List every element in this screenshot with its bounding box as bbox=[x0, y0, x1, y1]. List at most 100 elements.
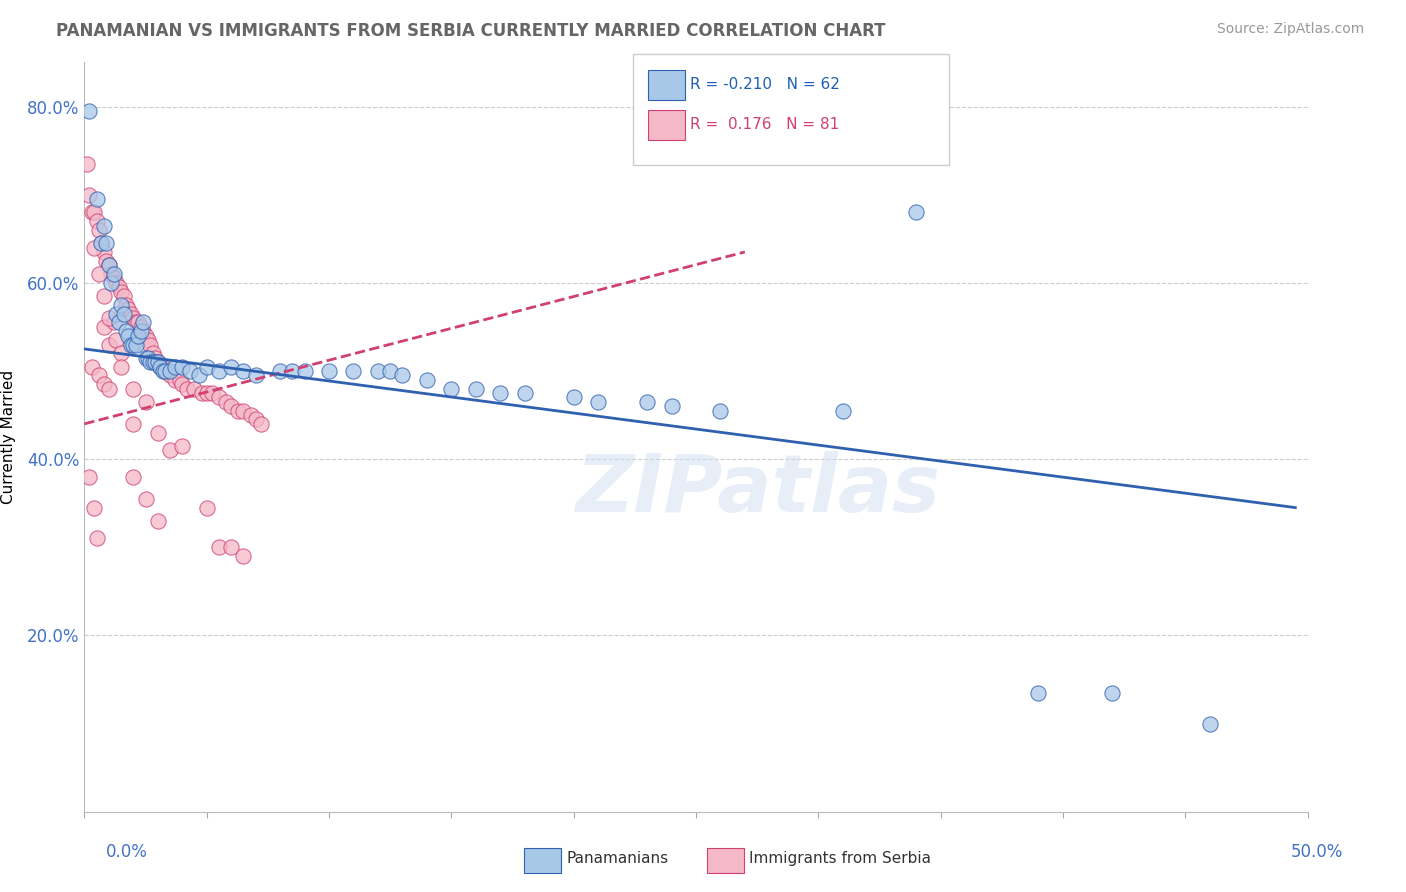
Point bbox=[318, 364, 340, 378]
Point bbox=[127, 316, 149, 330]
Point bbox=[191, 386, 214, 401]
Point bbox=[219, 359, 242, 374]
Point bbox=[146, 355, 169, 369]
Point bbox=[440, 382, 463, 396]
Point bbox=[97, 382, 120, 396]
Point bbox=[120, 337, 142, 351]
Point bbox=[125, 316, 148, 330]
Point bbox=[83, 241, 105, 255]
Point bbox=[232, 403, 254, 417]
Point bbox=[77, 469, 100, 483]
Point bbox=[83, 500, 105, 515]
Text: PANAMANIAN VS IMMIGRANTS FROM SERBIA CURRENTLY MARRIED CORRELATION CHART: PANAMANIAN VS IMMIGRANTS FROM SERBIA CUR… bbox=[56, 22, 886, 40]
Point bbox=[93, 219, 115, 233]
Point bbox=[80, 359, 103, 374]
Point bbox=[172, 359, 194, 374]
Point bbox=[86, 192, 108, 206]
Point bbox=[232, 549, 254, 563]
Point bbox=[143, 355, 166, 369]
Point bbox=[153, 364, 176, 378]
Point bbox=[135, 351, 157, 365]
Point bbox=[136, 333, 159, 347]
Point bbox=[562, 391, 585, 405]
Point bbox=[1028, 686, 1050, 700]
Point bbox=[132, 324, 155, 338]
Point bbox=[146, 355, 169, 369]
Text: R =  0.176   N = 81: R = 0.176 N = 81 bbox=[690, 118, 839, 132]
Point bbox=[195, 386, 218, 401]
Point bbox=[103, 316, 125, 330]
Point bbox=[97, 258, 120, 272]
Point bbox=[232, 364, 254, 378]
Point bbox=[172, 377, 194, 392]
Point bbox=[219, 541, 242, 555]
Point bbox=[208, 391, 231, 405]
Y-axis label: Currently Married: Currently Married bbox=[1, 370, 15, 504]
Point bbox=[132, 316, 155, 330]
Point bbox=[100, 276, 122, 290]
Point bbox=[112, 289, 135, 303]
Point bbox=[125, 337, 148, 351]
Point bbox=[90, 236, 112, 251]
Point bbox=[127, 328, 149, 343]
Point bbox=[139, 355, 162, 369]
Text: 0.0%: 0.0% bbox=[105, 843, 148, 861]
Point bbox=[146, 514, 169, 528]
Point bbox=[169, 373, 191, 387]
Point bbox=[93, 244, 115, 259]
Point bbox=[416, 373, 439, 387]
Point bbox=[97, 311, 120, 326]
Text: R = -0.210   N = 62: R = -0.210 N = 62 bbox=[690, 78, 841, 92]
Point bbox=[208, 364, 231, 378]
Point bbox=[831, 403, 853, 417]
Point bbox=[103, 271, 125, 285]
Point bbox=[239, 408, 262, 422]
Point bbox=[163, 373, 186, 387]
Point bbox=[122, 311, 145, 326]
Point bbox=[249, 417, 271, 431]
Point bbox=[200, 386, 222, 401]
Point bbox=[709, 403, 731, 417]
Point bbox=[97, 337, 120, 351]
Point bbox=[87, 223, 110, 237]
Point bbox=[107, 316, 129, 330]
Point bbox=[1198, 716, 1220, 731]
Point bbox=[96, 253, 118, 268]
Point bbox=[149, 359, 172, 374]
Point bbox=[136, 351, 159, 365]
Point bbox=[105, 276, 128, 290]
Point bbox=[93, 377, 115, 392]
Point bbox=[77, 103, 100, 118]
Point bbox=[77, 187, 100, 202]
Point bbox=[135, 328, 157, 343]
Point bbox=[153, 364, 176, 378]
Point bbox=[188, 368, 211, 383]
Point bbox=[152, 364, 174, 378]
Point bbox=[163, 359, 186, 374]
Point bbox=[110, 359, 132, 374]
Point bbox=[135, 394, 157, 409]
Point bbox=[245, 412, 267, 426]
Point bbox=[183, 382, 205, 396]
Text: Immigrants from Serbia: Immigrants from Serbia bbox=[749, 851, 931, 865]
Point bbox=[1101, 686, 1123, 700]
Point bbox=[120, 307, 142, 321]
Point bbox=[122, 417, 145, 431]
Point bbox=[636, 394, 658, 409]
Point bbox=[87, 368, 110, 383]
Point bbox=[86, 214, 108, 228]
Point bbox=[76, 157, 98, 171]
Point bbox=[96, 236, 118, 251]
Point bbox=[391, 368, 413, 383]
Point bbox=[176, 382, 198, 396]
Point bbox=[105, 333, 128, 347]
Point bbox=[172, 439, 194, 453]
Point bbox=[90, 236, 112, 251]
Text: Source: ZipAtlas.com: Source: ZipAtlas.com bbox=[1216, 22, 1364, 37]
Point bbox=[122, 469, 145, 483]
Text: Panamanians: Panamanians bbox=[567, 851, 669, 865]
Point bbox=[294, 364, 316, 378]
Point bbox=[269, 364, 291, 378]
Point bbox=[129, 324, 152, 338]
Point bbox=[97, 258, 120, 272]
